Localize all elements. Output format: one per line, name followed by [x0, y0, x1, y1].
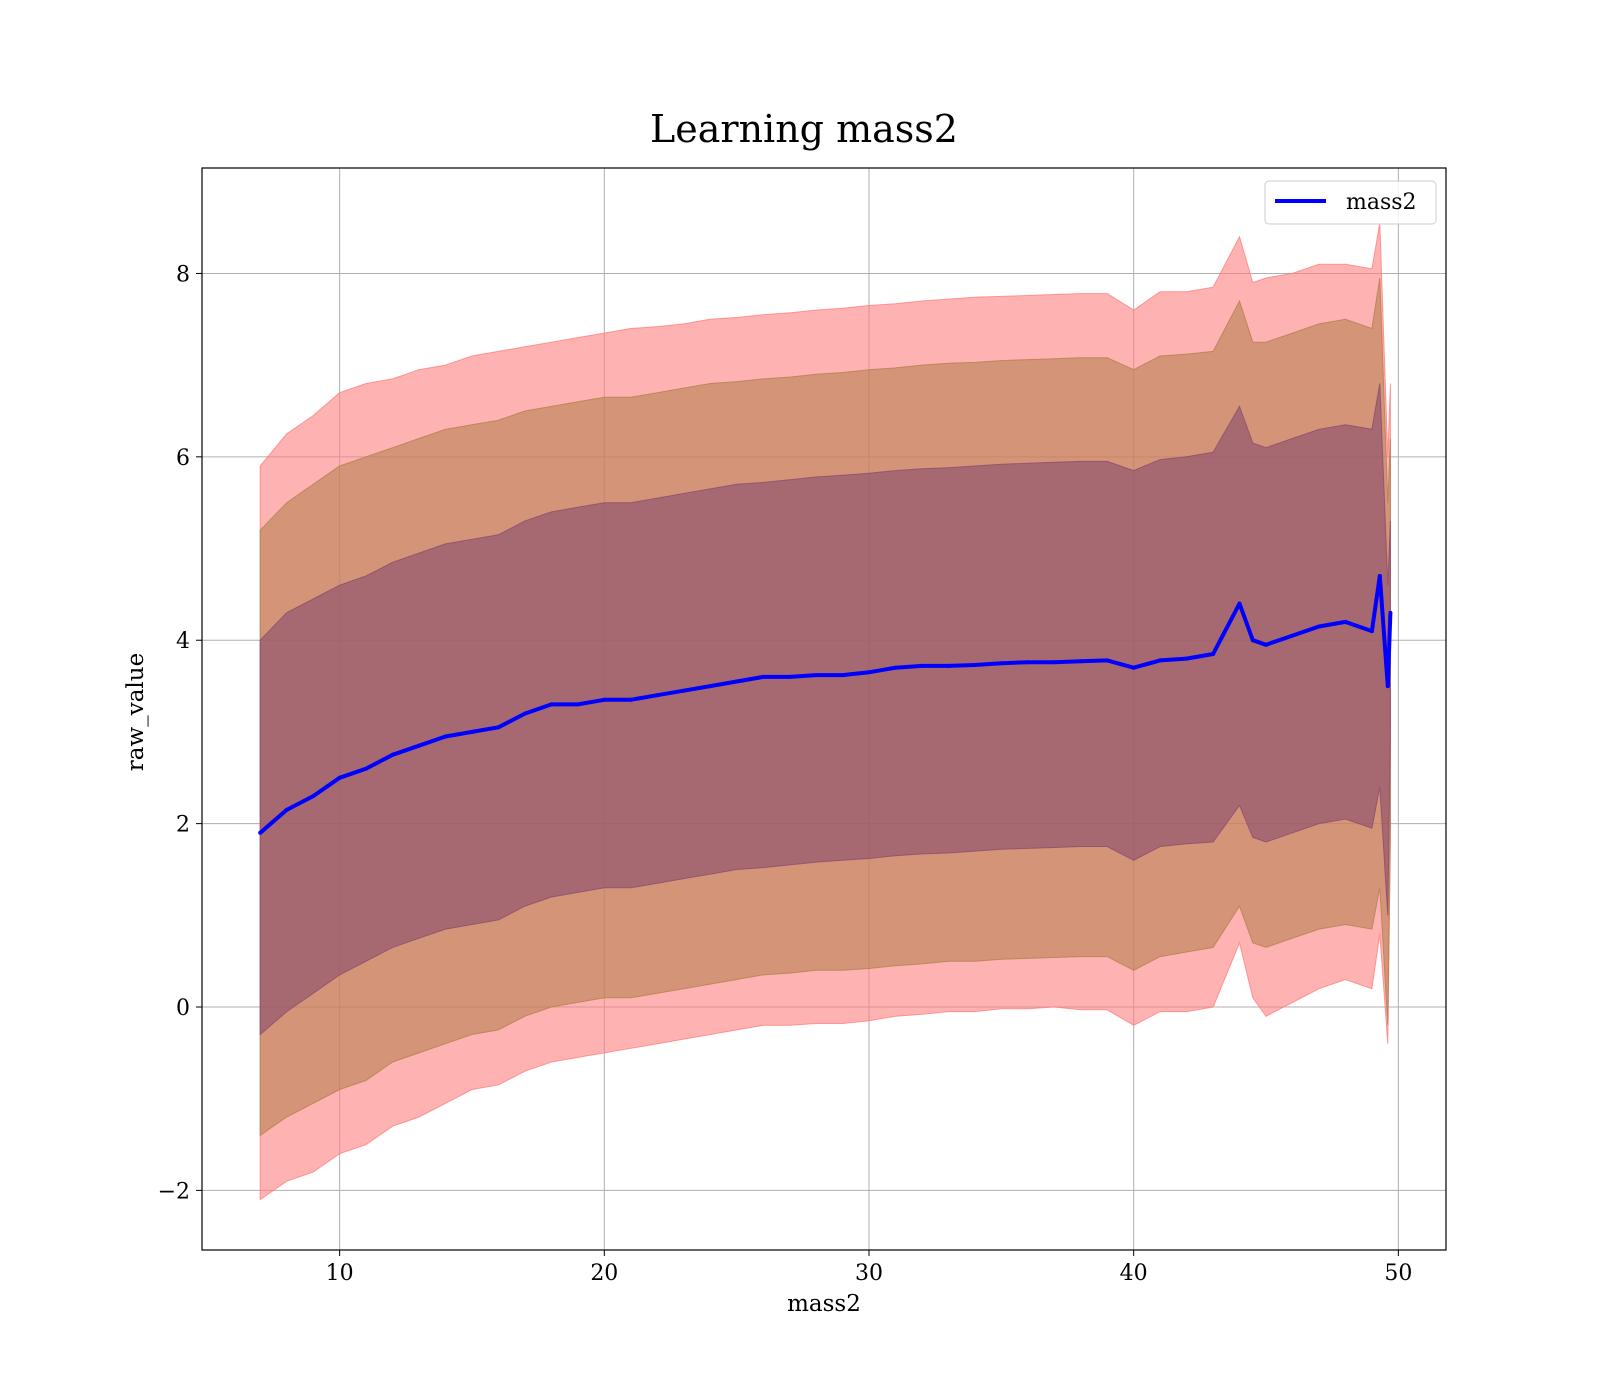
- y-axis-label: raw_value: [123, 653, 149, 771]
- series-point: [364, 766, 369, 771]
- series-point: [840, 673, 845, 678]
- series-point: [258, 830, 263, 835]
- legend-box: [1264, 180, 1437, 225]
- series-point: [1237, 601, 1242, 606]
- y-tick-label: 4: [176, 629, 190, 654]
- series-point: [1385, 684, 1390, 689]
- series-point: [734, 679, 739, 684]
- y-tick-label: 2: [176, 813, 190, 838]
- series-point: [337, 775, 342, 780]
- series-point: [946, 663, 951, 668]
- y-tick-label: 0: [176, 996, 190, 1021]
- series-point: [1078, 659, 1083, 664]
- series-point: [1250, 638, 1255, 643]
- series-point: [761, 674, 766, 679]
- series-point: [814, 673, 819, 678]
- series-point: [787, 674, 792, 679]
- x-tick-label: 20: [590, 1261, 618, 1286]
- series-point: [522, 711, 527, 716]
- chart-title: Learning mass2: [650, 107, 958, 151]
- x-axis-label: mass2: [787, 1291, 861, 1317]
- series-point: [1105, 658, 1110, 663]
- series-point: [390, 752, 395, 757]
- series-point: [1264, 642, 1268, 647]
- series-point: [1184, 656, 1189, 661]
- series-point: [443, 734, 448, 739]
- x-tick-label: 30: [855, 1261, 883, 1286]
- series-point: [496, 725, 501, 730]
- x-tick-label: 10: [326, 1261, 354, 1286]
- y-tick-label: 6: [176, 446, 190, 471]
- plot-frame: [201, 167, 1447, 1251]
- series-point: [867, 670, 871, 675]
- series-point: [893, 665, 898, 670]
- series-point: [1211, 652, 1216, 656]
- series-point: [1131, 665, 1136, 670]
- x-tick-label: 50: [1384, 1261, 1412, 1286]
- series-point: [1343, 619, 1348, 624]
- series-point: [1052, 660, 1057, 665]
- sigma-1-band: [259, 383, 1391, 1036]
- y-tick-label: −2: [158, 1179, 190, 1204]
- series-point: [1025, 660, 1030, 665]
- series-point: [311, 794, 316, 799]
- series-point: [1158, 658, 1163, 663]
- legend-label: mass2: [1346, 190, 1417, 215]
- band-layer: [259, 222, 1391, 1201]
- series-point: [681, 688, 686, 693]
- tick-layer: 10 20 30 40 50 −2 0 2 4 6 8: [158, 262, 1413, 1286]
- line-layer: [258, 574, 1393, 835]
- series-point: [1369, 629, 1374, 634]
- series-point: [417, 743, 421, 748]
- series-point: [1377, 574, 1382, 578]
- series-point: [628, 697, 633, 702]
- series-point: [1317, 624, 1321, 629]
- series-point: [919, 663, 924, 668]
- series-point: [972, 663, 977, 667]
- series-point: [470, 729, 474, 734]
- legend: mass2: [1264, 180, 1437, 225]
- series-point: [602, 697, 607, 702]
- series-point: [655, 693, 660, 698]
- series-point: [575, 702, 580, 707]
- series-point: [284, 807, 289, 812]
- series-point: [1388, 610, 1393, 615]
- series-point: [1290, 633, 1295, 638]
- x-tick-label: 40: [1120, 1261, 1148, 1286]
- y-tick-label: 8: [176, 262, 190, 287]
- series-point: [549, 702, 554, 707]
- series-point: [708, 684, 713, 689]
- series-point: [999, 661, 1004, 666]
